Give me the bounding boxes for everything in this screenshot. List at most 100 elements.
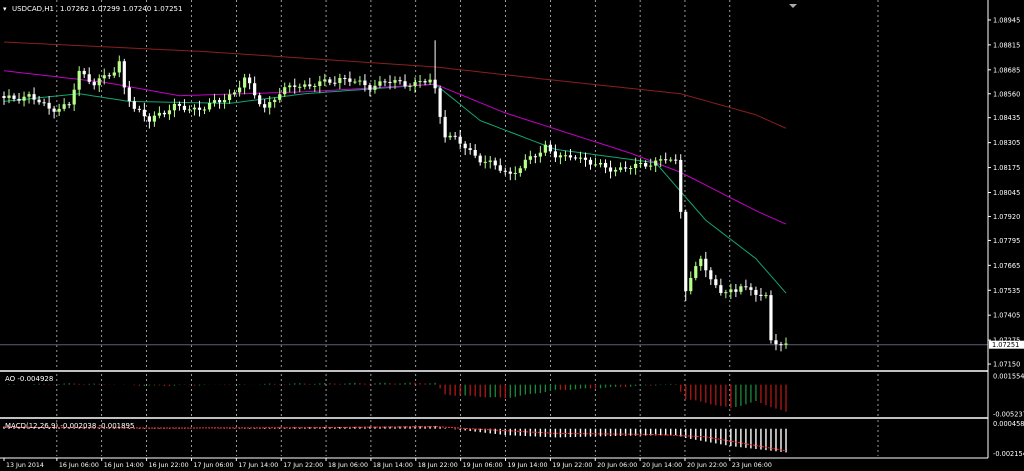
candle-body (428, 79, 432, 83)
candle-body (453, 135, 457, 137)
candle-body (503, 170, 507, 172)
candle-body (52, 108, 56, 112)
candle-body (152, 115, 156, 122)
x-tick-label: 18 Jun 14:00 (373, 462, 413, 469)
candle-body (588, 159, 593, 165)
candle-body (568, 155, 573, 158)
candle-body (403, 81, 407, 87)
macd-label: MACD(12,26,9) -0.002038 -0.001895 (5, 422, 134, 430)
x-tick-label: 19 Jun 14:00 (508, 462, 548, 469)
candle-body (438, 88, 442, 117)
candle-body (669, 159, 673, 161)
candle-body (644, 163, 648, 167)
candle-body (62, 104, 66, 109)
candle-body (538, 152, 542, 157)
candle-body (323, 79, 327, 82)
candle-body (333, 82, 337, 84)
y-tick-label: 1.07665 (993, 262, 1020, 270)
candle-body (87, 74, 91, 82)
chart-menu-arrow[interactable]: ▾ (3, 5, 7, 13)
candle-body (684, 211, 688, 292)
candle-body (112, 72, 116, 76)
candle-body (258, 95, 262, 105)
candle-body (613, 169, 618, 172)
x-tick-label: 19 Jun 06:00 (463, 462, 503, 469)
candle-body (629, 168, 633, 170)
candle-body (443, 116, 447, 138)
candle-body (543, 144, 547, 153)
candle-body (659, 159, 663, 161)
candle-body (283, 87, 287, 95)
candle-body (458, 136, 462, 144)
candle-body (649, 165, 653, 167)
candle-body (107, 75, 111, 77)
candle-body (593, 164, 598, 166)
candle-body (724, 292, 728, 294)
candle-body (583, 157, 588, 160)
candle-body (127, 87, 131, 102)
candlesticks[interactable] (2, 40, 788, 352)
symbol-timeframe: USDCAD,H1 (12, 5, 54, 13)
candle-body (12, 95, 16, 99)
candle-body (192, 107, 197, 110)
y-tick-label: 1.07920 (993, 213, 1020, 221)
candle-body (373, 85, 377, 90)
candle-body (759, 294, 763, 297)
candle-body (634, 163, 638, 169)
candle-body (212, 100, 217, 103)
current-price-box (989, 340, 1024, 349)
candle-body (639, 163, 643, 165)
candle-body (328, 79, 332, 83)
candle-body (664, 159, 668, 161)
candle-body (7, 95, 11, 98)
candle-body (578, 157, 583, 159)
candle-body (227, 94, 232, 101)
y-tick-label: 1.07535 (993, 287, 1020, 295)
candle-body (699, 258, 703, 267)
candle-body (343, 78, 347, 80)
candle-body (473, 149, 477, 156)
candle-body (709, 270, 713, 280)
candle-body (298, 86, 302, 88)
candle-body (498, 165, 502, 171)
candle-body (603, 162, 608, 168)
ao-y-tick-label: -0.005237 (993, 410, 1024, 418)
candle-body (82, 70, 86, 75)
ohlc-readout: 1.07262 1.07299 1.07240 1.07251 (60, 5, 182, 13)
candle-body (32, 94, 36, 100)
candle-body (278, 94, 282, 100)
candle-body (523, 159, 527, 169)
y-tick-label: 1.08305 (993, 139, 1020, 147)
candle-body (553, 151, 558, 158)
candle-body (248, 77, 252, 84)
candle-body (623, 167, 628, 169)
chart-shift-marker-icon[interactable] (789, 4, 797, 8)
candle-body (288, 85, 292, 88)
candle-body (263, 104, 267, 108)
candle-body (563, 155, 568, 157)
candle-body (533, 156, 537, 158)
x-tick-label: 17 Jun 06:00 (193, 462, 233, 469)
candle-body (488, 160, 492, 162)
candle-body (177, 103, 182, 106)
candle-body (573, 157, 578, 159)
candle-body (303, 84, 307, 87)
candle-body (418, 81, 422, 83)
candle-body (182, 105, 187, 110)
candle-body (222, 100, 227, 103)
candle-body (92, 81, 96, 86)
candle-body (348, 78, 352, 82)
candle-body (729, 289, 733, 293)
ao-y-tick-label: 0.001554 (993, 372, 1024, 380)
candle-body (308, 84, 312, 87)
y-tick-label: 1.08045 (993, 189, 1020, 197)
candle-body (97, 78, 101, 86)
candle-body (704, 258, 708, 271)
ao-histogram[interactable] (4, 382, 787, 412)
candle-body (719, 285, 723, 293)
candle-body (142, 109, 146, 117)
candle-body (202, 109, 207, 111)
macd-histogram[interactable] (3, 426, 787, 453)
candle-body (769, 295, 773, 341)
